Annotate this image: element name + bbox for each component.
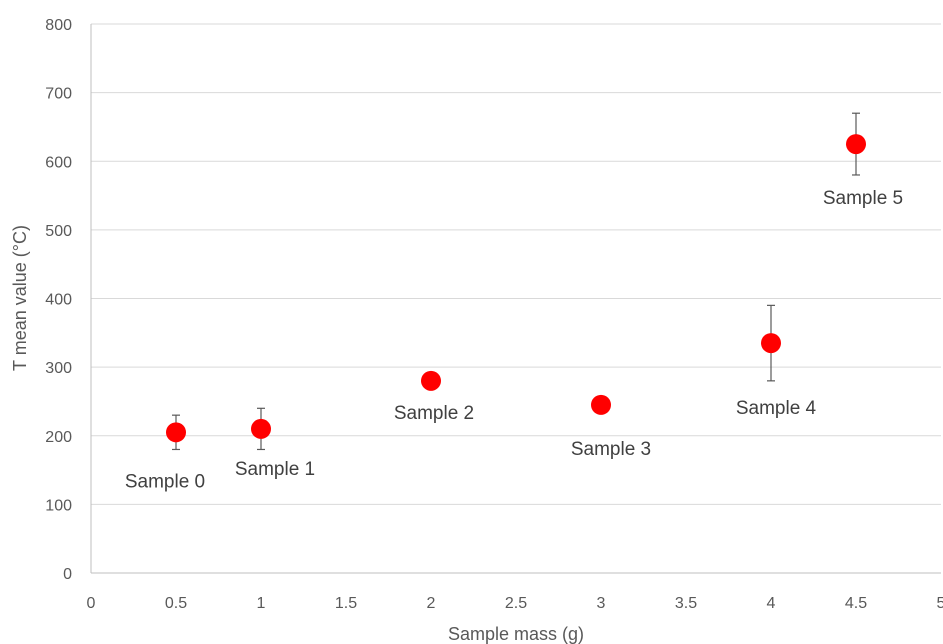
data-label: Sample 5 [823,188,903,209]
point-layer [166,134,866,443]
x-tick-label: 2 [427,595,436,612]
y-tick-label: 300 [45,360,72,377]
x-tick-label: 0.5 [165,595,187,612]
grid-layer [91,23,941,505]
x-tick-label: 2.5 [505,595,527,612]
y-tick-label: 800 [45,17,72,34]
point-label-layer: Sample 0 Sample 1 Sample 2 Sample 3 Sample 4… [125,188,903,492]
data-label: Sample 0 [125,471,205,492]
data-label: Sample 4 [736,398,817,419]
data-point [166,422,186,443]
y-tick-label: 100 [45,497,72,514]
data-point [591,394,611,415]
x-tick-label: 0 [87,595,96,612]
x-tick-label: 3 [597,595,606,612]
y-tick-label: 600 [45,154,72,171]
x-tick-label: 1.5 [335,595,357,612]
y-tick-label: 500 [45,223,72,240]
y-tick-label: 200 [45,429,72,446]
axis-layer: 0 100 200 300 400 500 600 700 800 0 0.5 1 1.5 2 2.5 3 3.… [45,17,943,612]
y-axis-title: T mean value (°C) [10,225,30,371]
x-tick-label: 4.5 [845,595,867,612]
x-tick-label: 4 [767,595,776,612]
x-axis-title: Sample mass (g) [448,624,584,644]
data-label: Sample 3 [571,439,651,460]
x-tick-label: 3.5 [675,595,697,612]
x-tick-label: 1 [257,595,266,612]
data-label: Sample 2 [394,403,474,424]
data-point [846,134,866,155]
y-tick-label: 700 [45,86,72,103]
data-point [251,418,271,439]
data-point [421,370,441,391]
x-tick-label: 5 [937,595,943,612]
data-point [761,333,781,354]
y-tick-label: 400 [45,292,72,309]
y-tick-label: 0 [63,566,72,583]
data-label: Sample 1 [235,459,315,480]
